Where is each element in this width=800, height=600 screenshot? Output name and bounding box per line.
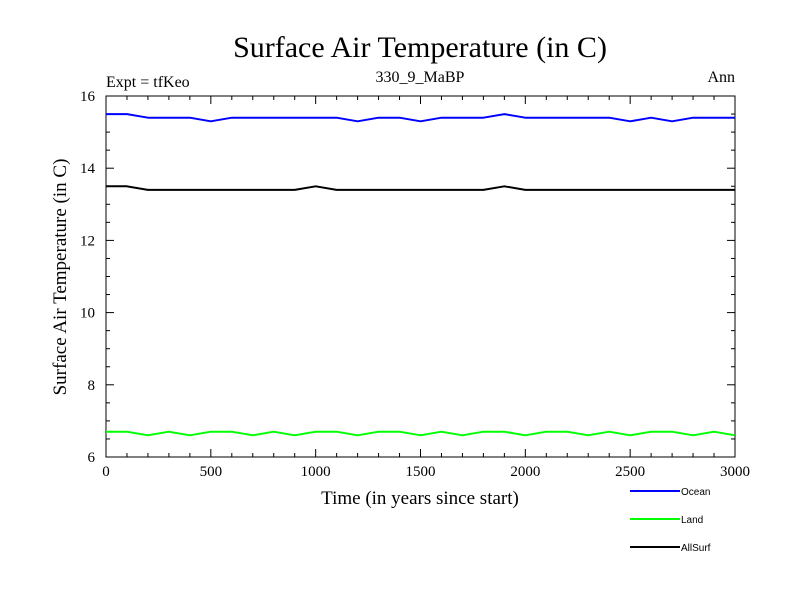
legend-label-allsurf: AllSurf <box>681 543 711 554</box>
series-line-land <box>106 430 736 437</box>
chart-title: Surface Air Temperature (in C) <box>233 31 607 64</box>
x-tick-label: 1000 <box>301 464 331 480</box>
y-tick-label: 10 <box>80 306 95 322</box>
axis-tick-labels: 0 500 1000 1500 2000 2500 3000 6 8 10 12 14 16 <box>80 89 750 480</box>
y-tick-label: 16 <box>80 89 96 105</box>
series-line-ocean <box>106 113 735 123</box>
y-tick-label: 12 <box>80 233 95 249</box>
x-tick-label: 1500 <box>406 464 436 480</box>
subtitle-period: 330_9_MaBP <box>376 69 465 86</box>
x-tick-label: 0 <box>102 464 110 480</box>
x-tick-label: 500 <box>200 464 223 480</box>
y-axis-label: Surface Air Temperature (in C) <box>50 159 71 396</box>
x-tick-label: 2000 <box>510 464 540 480</box>
series-line-allsurf <box>106 185 735 191</box>
x-axis-label: Time (in years since start) <box>321 488 519 509</box>
legend: Ocean Land AllSurf <box>630 487 711 554</box>
x-tick-label: 3000 <box>720 464 750 480</box>
subtitle-season: Ann <box>707 69 735 86</box>
axis-ticks <box>105 95 736 458</box>
x-tick-label: 2500 <box>615 464 645 480</box>
plot-frame <box>105 95 736 458</box>
legend-label-ocean: Ocean <box>681 487 710 498</box>
subtitle-experiment: Expt = tfKeo <box>106 74 190 91</box>
legend-label-land: Land <box>681 515 703 526</box>
y-tick-label: 6 <box>88 450 96 466</box>
y-tick-label: 14 <box>80 161 96 177</box>
y-tick-label: 8 <box>88 378 96 394</box>
series-lines <box>106 113 736 437</box>
